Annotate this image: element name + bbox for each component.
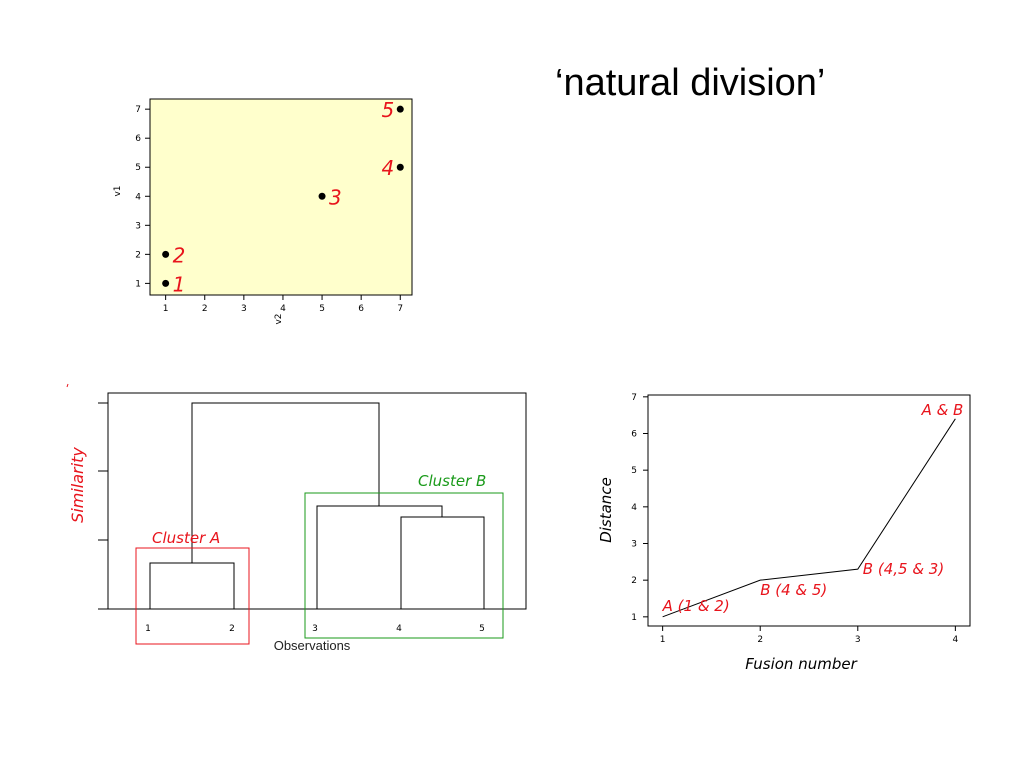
fusion-annotation: A & B xyxy=(921,401,964,419)
scatter-y-tick-label: 6 xyxy=(135,134,141,144)
fusion-line-chart: 1 2 3 4 1 2 3 4 5 6 7 A (1 & 2) B (4 & 5) B (4,5 & 3… xyxy=(597,393,971,673)
leaf-label: 1 xyxy=(145,624,151,634)
scatter-point-label: 2 xyxy=(173,243,186,267)
fusion-y-tick-label: 7 xyxy=(631,393,637,403)
branch-4-5 xyxy=(400,516,485,609)
fusion-y-tick-label: 3 xyxy=(631,540,637,550)
leaf-label: 5 xyxy=(479,624,485,634)
fusion-x-tick-label: 4 xyxy=(952,635,958,645)
scatter-x-tick-label: 3 xyxy=(241,304,247,314)
fusion-y-tick-label: 2 xyxy=(631,576,637,586)
dendrogram-chart: Cluster A Cluster B 1 2 3 4 5 Observatio… xyxy=(66,383,527,653)
scatter-x-tick-label: 6 xyxy=(358,304,364,314)
scatter-y-tick-label: 5 xyxy=(135,163,141,173)
scatter-point-label: 5 xyxy=(382,98,395,122)
scatter-y-tick-label: 4 xyxy=(135,192,141,202)
cluster-a-box xyxy=(135,547,250,645)
scatter-x-tick-label: 1 xyxy=(163,304,169,314)
scatter-plot-area xyxy=(149,98,413,296)
cluster-b-box xyxy=(304,492,504,639)
scatter-x-tick-label: 5 xyxy=(319,304,325,314)
fusion-x-tick-label: 3 xyxy=(855,635,861,645)
branch-3-45 xyxy=(316,505,443,609)
fusion-annotation: B (4 & 5) xyxy=(760,581,827,599)
scatter-x-tick-label: 2 xyxy=(202,304,208,314)
branch-1-2 xyxy=(149,562,235,609)
scatter-point-label: 1 xyxy=(173,272,186,296)
fusion-x-tick-label: 2 xyxy=(757,635,763,645)
scatter-point-label: 4 xyxy=(382,156,395,180)
leaf-label: 4 xyxy=(396,624,402,634)
fusion-y-tick-label: 4 xyxy=(631,503,637,513)
scatter-x-tick-label: 7 xyxy=(397,304,403,314)
fusion-y-axis-label: Distance xyxy=(597,477,615,543)
dendro-branches xyxy=(149,402,485,609)
scatter-y-tick-label: 3 xyxy=(135,221,141,231)
cluster-a-label: Cluster A xyxy=(152,529,220,547)
branch-root xyxy=(191,402,380,563)
leaf-label: 3 xyxy=(312,624,318,634)
scatter-chart: 1 2 3 4 5 6 7 1 2 3 4 5 6 7 1 2 3 4 5 v1 v2 xyxy=(113,98,413,325)
dendro-y-axis-label: Similarity xyxy=(68,447,87,523)
scatter-point-label: 3 xyxy=(329,185,342,209)
scatter-point xyxy=(318,192,326,200)
scatter-y-tick-label: 2 xyxy=(135,250,141,260)
scatter-point xyxy=(396,105,404,113)
scatter-x-tick-label: 4 xyxy=(280,304,286,314)
fusion-series-line xyxy=(662,418,956,618)
slide-title: ‘natural division’ xyxy=(555,62,826,104)
fusion-frame xyxy=(647,394,971,627)
fusion-x-tick-label: 1 xyxy=(660,635,666,645)
scatter-y-tick-label: 1 xyxy=(135,279,141,289)
scatter-y-tick-label: 7 xyxy=(135,105,141,115)
fusion-annotation: B (4,5 & 3) xyxy=(863,560,944,578)
scatter-point xyxy=(396,163,404,171)
scatter-point xyxy=(162,279,170,287)
fusion-x-axis-label: Fusion number xyxy=(745,655,857,673)
cluster-b-label: Cluster B xyxy=(418,472,486,490)
dendro-x-axis-label: Observations xyxy=(274,638,351,653)
scatter-y-axis-label: v1 xyxy=(113,185,123,196)
fusion-y-tick-label: 5 xyxy=(631,466,637,476)
leaf-label: 2 xyxy=(229,624,235,634)
fusion-annotation: A (1 & 2) xyxy=(662,597,730,615)
scatter-point xyxy=(162,250,170,258)
fusion-y-tick-label: 6 xyxy=(631,430,637,440)
dendro-origin-mark xyxy=(66,383,69,388)
scatter-x-axis-label: v2 xyxy=(274,313,284,324)
fusion-y-tick-label: 1 xyxy=(631,613,637,623)
